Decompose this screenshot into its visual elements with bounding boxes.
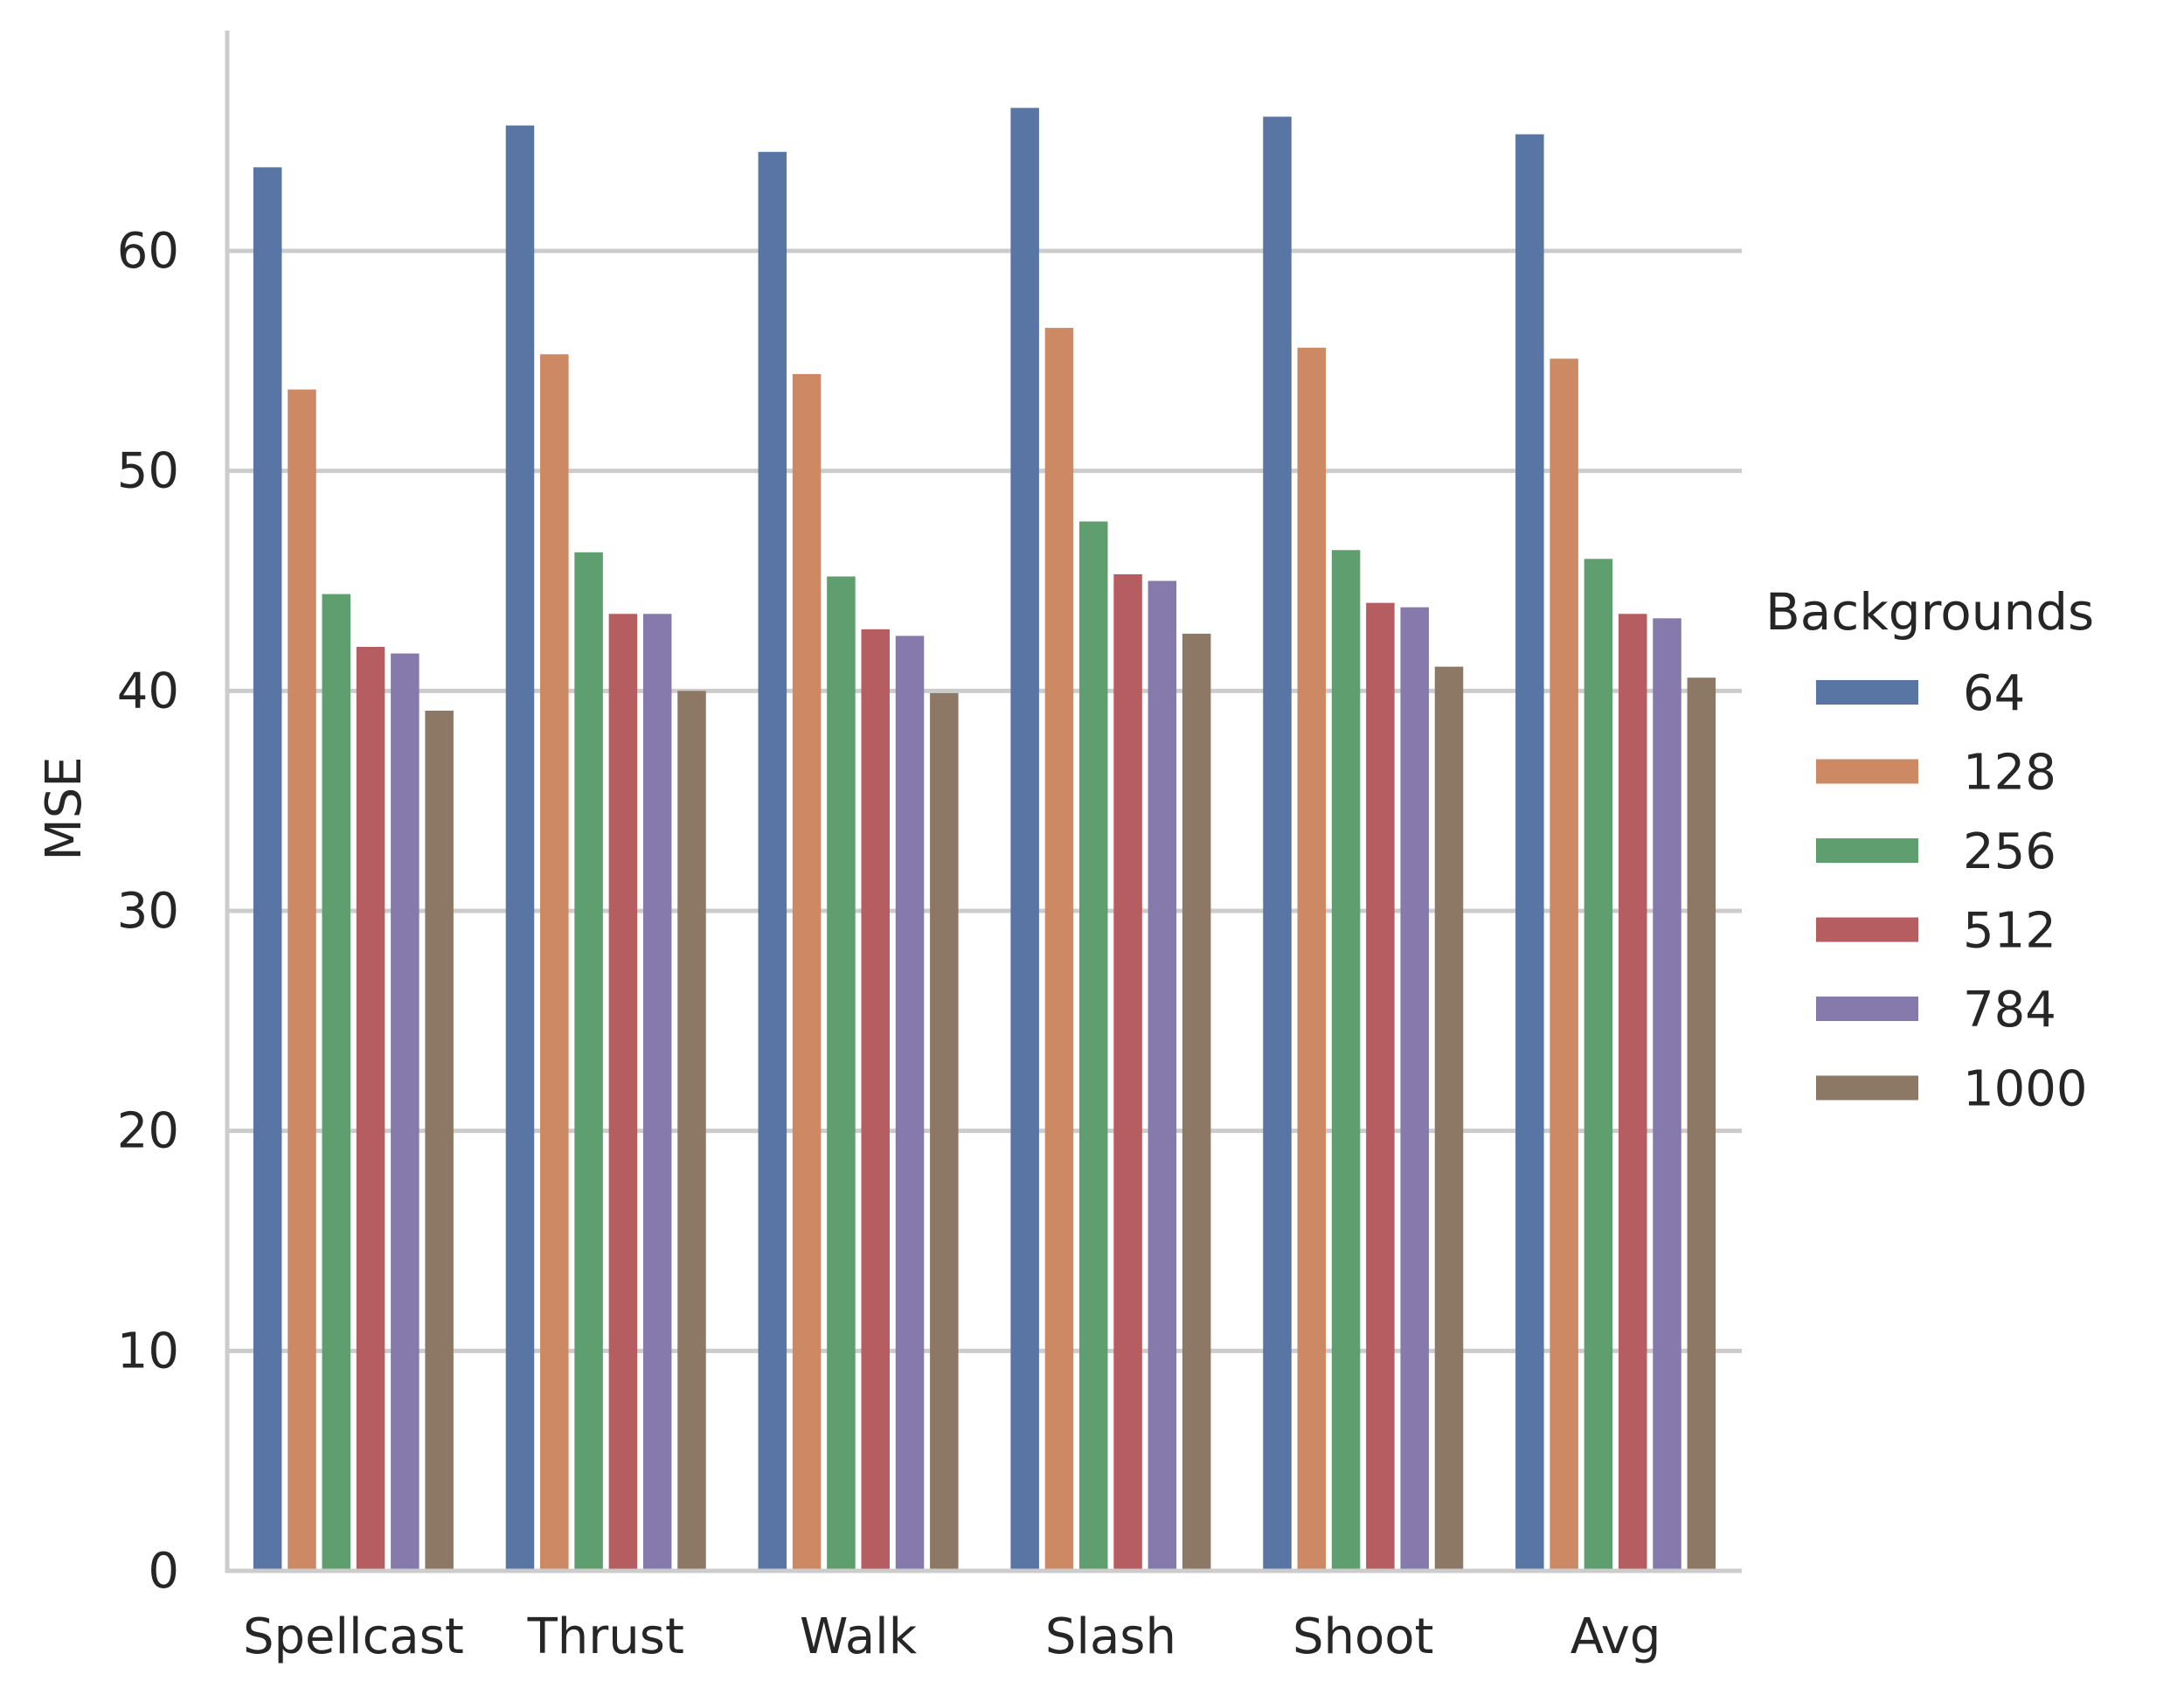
legend-items: 64 128 256 512 784 1000 [1816,665,2088,1118]
bar-walk-1000 [930,692,959,1571]
y-tick-label: 30 [117,883,179,940]
gridlines [227,248,1742,1353]
bar-walk-64 [758,151,787,1571]
bar-avg-784 [1653,618,1681,1571]
legend-swatch-1000 [1816,1075,1918,1101]
x-tick-label: Walk [800,1608,918,1665]
legend-title: Backgrounds [1765,582,2094,642]
legend-label-1000: 1000 [1963,1061,2088,1118]
y-tick-label: 40 [117,663,179,719]
bar-shoot-512 [1366,602,1395,1571]
bar-avg-64 [1515,134,1544,1571]
bar-avg-512 [1618,614,1647,1571]
bar-walk-512 [861,629,890,1571]
bar-shoot-64 [1263,116,1292,1571]
bar-spellcast-512 [356,647,385,1571]
x-tick-labels: Spellcast Thrust Walk Slash Shoot Avg [243,1608,1661,1665]
bar-spellcast-128 [288,389,316,1571]
bar-spellcast-784 [391,653,419,1571]
legend-swatch-784 [1816,997,1918,1021]
bar-walk-784 [895,636,925,1571]
legend-swatch-64 [1816,680,1918,705]
legend-swatch-256 [1816,838,1918,863]
bar-thrust-128 [540,354,569,1571]
bar-slash-256 [1079,521,1108,1571]
bar-thrust-512 [608,614,638,1571]
axes [225,31,1742,1573]
bar-slash-512 [1113,573,1142,1572]
x-tick-label: Thrust [527,1608,684,1665]
bar-spellcast-64 [253,167,282,1571]
bars [253,108,1716,1572]
bar-avg-128 [1550,358,1578,1572]
bar-walk-128 [792,373,822,1571]
x-tick-label: Spellcast [243,1608,464,1665]
x-tick-label: Slash [1045,1608,1176,1665]
bar-shoot-128 [1297,347,1327,1571]
bar-slash-64 [1010,108,1039,1572]
bar-walk-256 [827,576,856,1571]
bar-slash-128 [1044,328,1074,1571]
bar-thrust-1000 [677,691,706,1571]
bar-shoot-256 [1331,550,1361,1572]
legend: Backgrounds 64 128 256 512 784 1000 [1765,582,2094,1118]
legend-label-256: 256 [1963,823,2056,880]
y-tick-label: 20 [117,1103,179,1160]
x-tick-label: Avg [1570,1608,1661,1665]
y-tick-label: 60 [117,223,179,280]
y-tick-label: 50 [117,443,179,500]
y-tick-label: 10 [117,1323,179,1379]
legend-swatch-512 [1816,917,1918,942]
bar-thrust-784 [642,614,672,1571]
legend-label-64: 64 [1963,665,2025,722]
bar-avg-1000 [1687,677,1716,1571]
x-tick-label: Shoot [1293,1608,1434,1665]
bar-thrust-64 [505,125,535,1571]
bar-shoot-1000 [1434,666,1464,1571]
y-axis-label: MSE [36,756,93,860]
bar-spellcast-1000 [425,710,454,1571]
bar-avg-256 [1584,559,1613,1572]
legend-label-784: 784 [1963,982,2056,1039]
bar-spellcast-256 [322,594,351,1571]
bar-thrust-256 [574,552,603,1571]
bar-shoot-784 [1400,607,1429,1572]
legend-swatch-128 [1816,759,1918,784]
bar-slash-1000 [1182,633,1211,1571]
y-tick-labels: 0 10 20 30 40 50 60 [117,223,179,1600]
bar-slash-784 [1147,580,1177,1571]
legend-label-128: 128 [1963,745,2056,802]
y-tick-label: 0 [148,1543,179,1600]
legend-label-512: 512 [1963,903,2056,960]
